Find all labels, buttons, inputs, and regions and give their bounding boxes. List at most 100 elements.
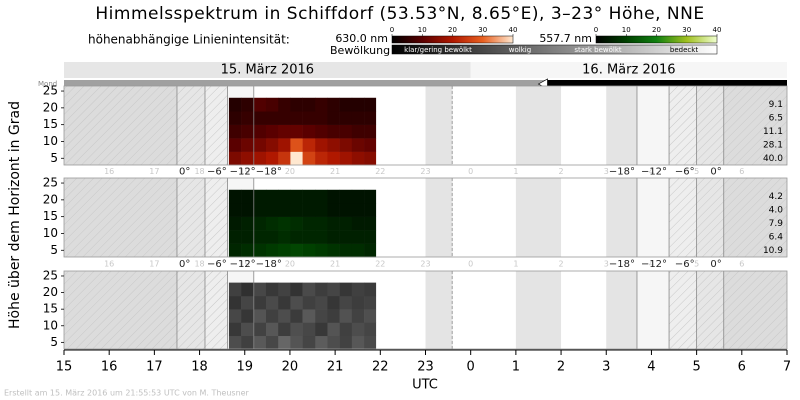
y-tick-label: 5: [50, 243, 58, 257]
heat-cell: [278, 216, 291, 231]
x-tick-label: 17: [146, 360, 163, 375]
heat-cell: [327, 151, 340, 166]
heat-cell: [302, 335, 316, 350]
heat-cell: [253, 309, 267, 323]
heat-cell: [228, 243, 242, 258]
x-tick-label: 18: [191, 360, 208, 375]
strip-hour-label: 4: [649, 167, 654, 176]
heat-cell: [315, 335, 328, 350]
heat-cell: [302, 282, 316, 297]
heat-cell: [339, 335, 353, 350]
x-axis-label: UTC: [412, 378, 438, 393]
heat-cell: [364, 203, 377, 217]
gray-band: [515, 178, 562, 257]
heat-cell: [241, 111, 255, 125]
heat-cell: [364, 295, 377, 310]
heat-cell: [351, 138, 365, 152]
gray-band: [425, 178, 453, 257]
heat-cell: [265, 295, 279, 310]
row-max: 10.9: [763, 246, 783, 256]
heat-cell: [327, 322, 340, 337]
heat-cell: [253, 295, 267, 310]
heat-cell: [364, 138, 377, 152]
sun-line-label: −6°: [675, 259, 695, 270]
heat-cell: [339, 189, 353, 204]
strip-hour-label: 3: [604, 167, 609, 176]
heat-cell: [351, 295, 365, 310]
heat-cell: [228, 189, 242, 204]
colorbar-tick-label: 20: [652, 26, 661, 34]
heat-cell: [327, 335, 340, 350]
heat-cell: [278, 151, 291, 166]
daylight-hatch: [64, 86, 177, 165]
footer: Erstellt am 15. März 2016 um 21:55:53 UT…: [4, 389, 250, 398]
sun-line-label: 0°: [179, 259, 190, 270]
strip-hour-label: 16: [104, 260, 114, 269]
daylight-hatch: [204, 86, 228, 165]
colorbar-tick-label: 0: [594, 26, 598, 34]
heat-cell: [265, 138, 279, 152]
colorbar-tick-label: 10: [418, 26, 427, 34]
heat-cell: [327, 309, 340, 323]
heat-cell: [315, 309, 328, 323]
heat-cell: [302, 138, 316, 152]
heat-cell: [327, 97, 340, 112]
heat-cell: [339, 243, 353, 258]
heat-cell: [302, 216, 316, 231]
panel-frame: [63, 85, 788, 166]
heat-cell: [278, 322, 291, 337]
heat-cell: [339, 230, 353, 244]
twilight-zone: [636, 271, 670, 349]
heat-cell: [265, 322, 279, 337]
sun-line-label: 0°: [710, 167, 721, 178]
strip-hour-label: 0: [468, 260, 473, 269]
heat-cell: [265, 216, 279, 231]
heat-cell: [265, 243, 279, 258]
heat-cell: [241, 230, 255, 244]
colorbar-name: 557.7 nm: [539, 32, 592, 45]
y-tick-label: 10: [43, 134, 58, 148]
heat-cell: [228, 138, 242, 152]
heat-cell: [265, 124, 279, 139]
twilight-zone: [636, 86, 670, 165]
colorbar-tick-label: 30: [682, 26, 691, 34]
sun-line-label: −12°: [641, 167, 667, 178]
strip-hour-label: 1: [513, 260, 518, 269]
heat-cell: [241, 243, 255, 258]
colorbar: [595, 35, 718, 44]
heat-cell: [228, 203, 242, 217]
heat-cell: [278, 189, 291, 204]
heat-cell: [351, 335, 365, 350]
heat-cell: [339, 322, 353, 337]
strip-hour-label: 19: [240, 167, 250, 176]
heat-cell: [278, 309, 291, 323]
y-tick-label: 5: [50, 151, 58, 165]
x-tick-label: 6: [738, 360, 746, 375]
heat-cell: [315, 216, 328, 231]
heat-cell: [253, 243, 267, 258]
date-band: [470, 62, 787, 78]
daylight-hatch: [669, 86, 697, 165]
sun-line-label: 0°: [710, 259, 721, 270]
heat-cell: [228, 151, 242, 166]
daylight-hatch: [723, 271, 787, 349]
heat-cell: [290, 309, 303, 323]
colorbar-tick-label: 0: [390, 26, 394, 34]
heat-cell: [364, 322, 377, 337]
gray-band: [606, 86, 637, 165]
heat-cell: [364, 309, 377, 323]
sun-line-label: −6°: [207, 259, 227, 270]
daylight-hatch: [64, 178, 177, 257]
heat-cell: [339, 138, 353, 152]
cloud-category: wolkig: [509, 46, 531, 54]
heat-cell: [253, 124, 267, 139]
heat-cell: [290, 97, 303, 112]
heat-cell: [327, 189, 340, 204]
heat-cell: [253, 335, 267, 350]
daylight-hatch: [696, 178, 724, 257]
heat-cell: [241, 138, 255, 152]
heat-cell: [302, 309, 316, 323]
heat-cell: [351, 151, 365, 166]
heat-cell: [315, 151, 328, 166]
daylight-hatch: [204, 178, 228, 257]
